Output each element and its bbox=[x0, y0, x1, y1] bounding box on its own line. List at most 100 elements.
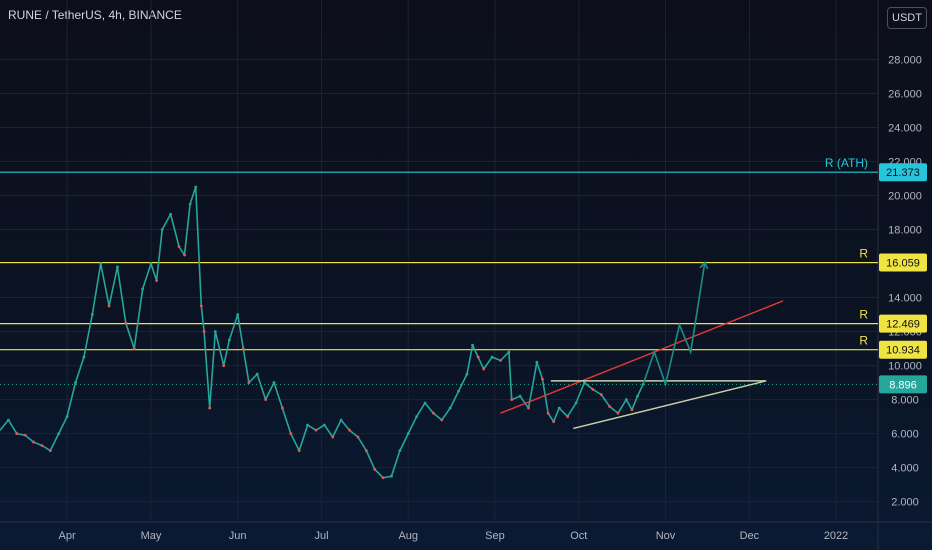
currency-unit-button[interactable]: USDT bbox=[887, 7, 927, 29]
price-point bbox=[507, 350, 511, 354]
chart-title: RUNE / TetherUS, 4h, BINANCE bbox=[8, 8, 182, 22]
price-point bbox=[15, 432, 19, 435]
price-point bbox=[566, 415, 570, 418]
price-point bbox=[432, 411, 435, 415]
level-price-tag-bg bbox=[879, 340, 927, 359]
price-point bbox=[222, 364, 226, 367]
price-point bbox=[636, 394, 639, 398]
time-tick-label: Apr bbox=[59, 530, 76, 542]
time-tick-label: Dec bbox=[740, 530, 760, 542]
price-point bbox=[599, 393, 603, 396]
time-tick-label: Sep bbox=[485, 530, 505, 542]
grid-lines bbox=[0, 0, 878, 522]
price-point bbox=[149, 262, 153, 265]
price-tick-label: 2.000 bbox=[891, 497, 919, 509]
price-tick-label: 26.000 bbox=[888, 89, 922, 101]
price-point bbox=[141, 287, 145, 291]
price-point bbox=[160, 228, 164, 231]
price-point bbox=[57, 432, 61, 435]
price-point bbox=[624, 398, 628, 401]
level-price-tag: 16.059 bbox=[886, 258, 920, 270]
price-point bbox=[535, 360, 539, 364]
price-point bbox=[373, 467, 377, 471]
price-point bbox=[194, 185, 198, 189]
price-point bbox=[471, 343, 474, 347]
price-point bbox=[583, 381, 586, 384]
level-price-tag: 21.373 bbox=[886, 167, 920, 179]
price-point bbox=[255, 372, 259, 376]
price-point bbox=[331, 435, 335, 439]
price-point bbox=[518, 394, 522, 398]
resistance-level-label: R bbox=[859, 308, 868, 322]
price-point bbox=[574, 401, 578, 405]
price-point bbox=[591, 387, 595, 391]
price-axis: 2.0004.0006.0008.00010.00012.00014.00016… bbox=[888, 55, 922, 509]
price-point bbox=[99, 262, 103, 265]
price-tick-label: 10.000 bbox=[888, 361, 922, 373]
price-tick-label: 14.000 bbox=[888, 293, 922, 305]
last-price-tag: 8.896 bbox=[889, 379, 917, 391]
price-series-line bbox=[0, 186, 644, 479]
price-point bbox=[236, 313, 240, 316]
time-tick-label: Oct bbox=[570, 530, 587, 542]
time-tick-label: May bbox=[141, 530, 162, 542]
price-tick-label: 24.000 bbox=[888, 123, 922, 135]
price-point bbox=[183, 253, 186, 257]
time-tick-label: Jul bbox=[315, 530, 329, 542]
price-point bbox=[457, 389, 460, 393]
price-point bbox=[227, 338, 231, 342]
price-point bbox=[202, 330, 206, 333]
price-point bbox=[124, 321, 128, 325]
level-price-tag-bg bbox=[879, 253, 927, 272]
price-point bbox=[169, 212, 172, 216]
price-point bbox=[281, 406, 284, 410]
price-point bbox=[322, 423, 326, 427]
time-tick-label: 2022 bbox=[824, 530, 848, 542]
price-point bbox=[289, 432, 293, 435]
time-tick-label: Jun bbox=[229, 530, 247, 542]
resistance-level-label: R bbox=[859, 247, 868, 261]
price-point bbox=[213, 330, 217, 333]
price-point bbox=[356, 435, 360, 439]
price-point bbox=[155, 279, 158, 282]
price-point bbox=[132, 347, 136, 350]
price-point bbox=[608, 404, 611, 408]
price-point bbox=[23, 433, 27, 437]
price-point bbox=[406, 432, 410, 435]
price-point bbox=[297, 449, 301, 452]
price-point bbox=[48, 449, 52, 452]
price-point bbox=[65, 415, 69, 418]
price-point bbox=[314, 428, 318, 432]
price-point bbox=[398, 449, 402, 452]
price-point bbox=[32, 440, 35, 444]
price-point bbox=[616, 411, 620, 415]
price-point bbox=[482, 367, 486, 371]
last-price-tag-bg bbox=[879, 375, 927, 394]
price-point bbox=[241, 347, 245, 350]
level-price-tag-bg bbox=[879, 163, 927, 182]
price-point bbox=[339, 418, 343, 422]
price-point bbox=[247, 381, 251, 384]
price-point bbox=[116, 265, 119, 269]
price-point bbox=[510, 398, 514, 401]
price-tick-label: 4.000 bbox=[891, 463, 919, 475]
price-tick-label: 28.000 bbox=[888, 55, 922, 67]
price-point bbox=[272, 381, 276, 384]
price-point bbox=[264, 398, 268, 401]
price-point bbox=[74, 381, 77, 384]
price-point bbox=[630, 408, 634, 412]
price-tick-label: 6.000 bbox=[891, 429, 919, 441]
price-point bbox=[490, 355, 494, 359]
price-point bbox=[306, 423, 309, 427]
price-tick-label: 20.000 bbox=[888, 191, 922, 203]
price-point bbox=[6, 418, 10, 422]
price-point bbox=[107, 304, 111, 308]
price-point bbox=[364, 449, 368, 452]
price-point bbox=[440, 418, 444, 422]
price-point bbox=[390, 474, 393, 478]
trendline bbox=[500, 300, 784, 414]
price-point bbox=[90, 313, 94, 316]
level-price-tag: 10.934 bbox=[886, 345, 920, 357]
